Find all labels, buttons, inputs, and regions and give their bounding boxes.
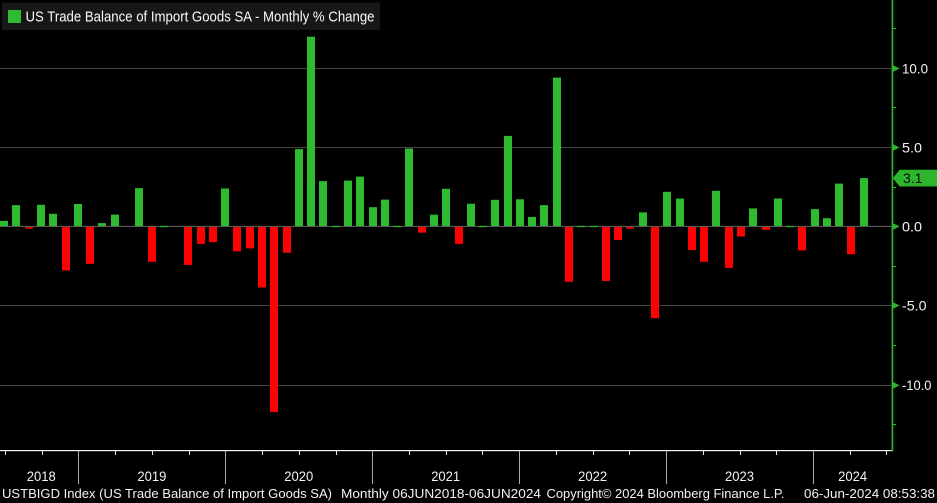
svg-text:Copyright© 2024 Bloomberg Fina: Copyright© 2024 Bloomberg Finance L.P. xyxy=(547,486,785,501)
svg-text:2021: 2021 xyxy=(431,468,460,484)
svg-text:5.0: 5.0 xyxy=(902,139,922,155)
svg-text:2022: 2022 xyxy=(578,468,607,484)
svg-text:US Trade Balance of Import Goo: US Trade Balance of Import Goods SA - Mo… xyxy=(26,10,375,26)
svg-text:2018: 2018 xyxy=(27,468,56,484)
svg-text:2024: 2024 xyxy=(838,468,867,484)
svg-text:2020: 2020 xyxy=(284,468,313,484)
svg-text:Monthly 06JUN2018-06JUN2024: Monthly 06JUN2018-06JUN2024 xyxy=(341,486,541,501)
svg-text:-10.0: -10.0 xyxy=(902,377,932,393)
svg-text:2023: 2023 xyxy=(725,468,754,484)
svg-text:10.0: 10.0 xyxy=(902,60,928,76)
svg-text:06-Jun-2024 08:53:38: 06-Jun-2024 08:53:38 xyxy=(804,486,935,501)
svg-text:0.0: 0.0 xyxy=(902,218,922,234)
svg-text:3.1: 3.1 xyxy=(903,170,923,186)
svg-text:USTBIGD Index (US Trade Balanc: USTBIGD Index (US Trade Balance of Impor… xyxy=(2,486,332,501)
svg-text:-5.0: -5.0 xyxy=(902,297,927,313)
svg-text:2019: 2019 xyxy=(137,468,166,484)
